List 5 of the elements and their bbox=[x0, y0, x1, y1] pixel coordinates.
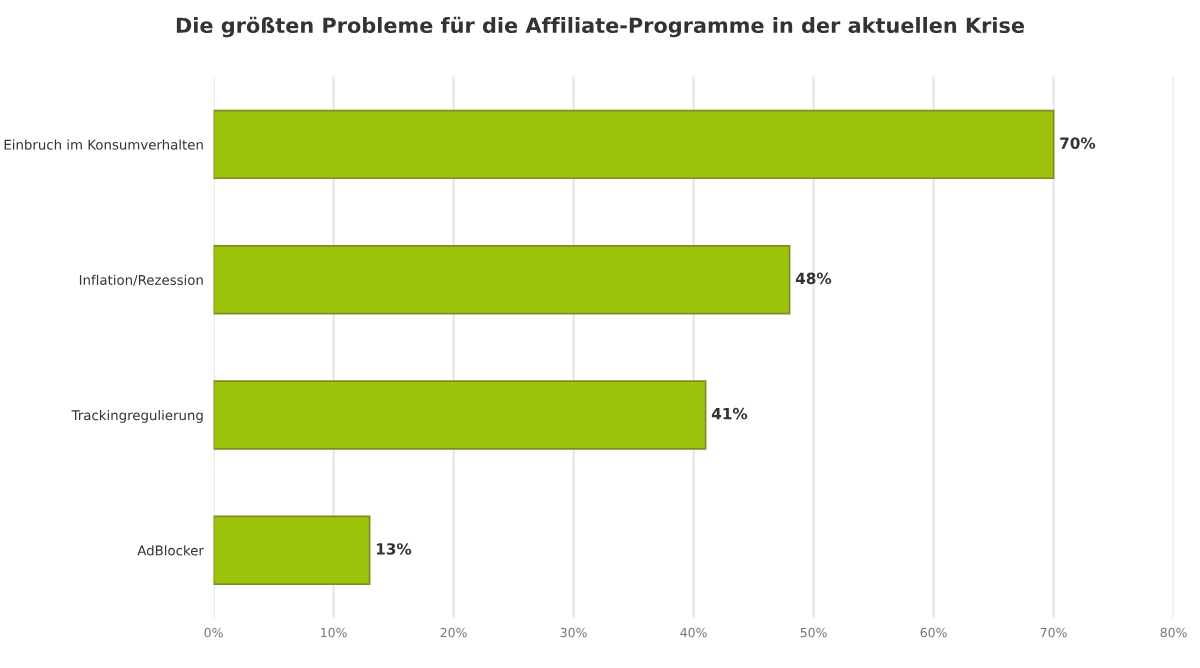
bar bbox=[213, 515, 371, 585]
bar bbox=[213, 380, 707, 450]
chart-title: Die größten Probleme für die Affiliate-Programme in der aktuellen Krise bbox=[176, 16, 1025, 38]
bar bbox=[213, 245, 791, 315]
bar bbox=[213, 109, 1055, 180]
